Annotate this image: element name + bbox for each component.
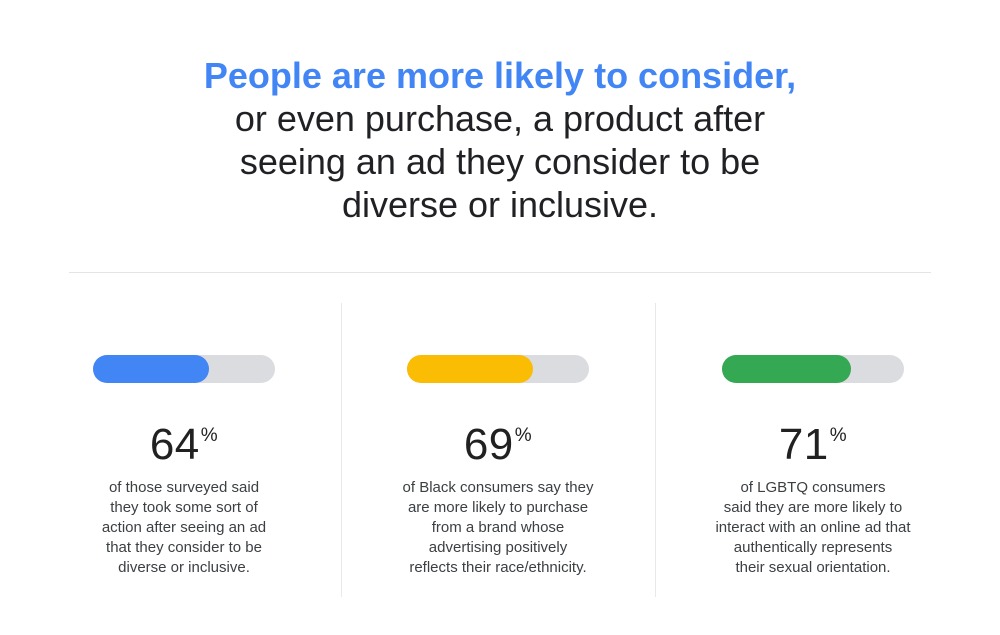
page-title-highlight: People are more likely to consider, — [203, 55, 797, 96]
progress-bar-fill-yellow — [407, 355, 533, 383]
percent-sign: % — [514, 425, 533, 446]
stat-description-black-consumers: of Black consumers say they are more lik… — [402, 479, 594, 576]
stat-description-surveyed: of those surveyed said they took some so… — [101, 479, 267, 576]
horizontal-divider — [69, 272, 931, 273]
stat-column-lgbtq-consumers: 71% of LGBTQ consumers said they are mor… — [703, 303, 923, 578]
page-title: People are more likely to consider, or e… — [0, 54, 1000, 226]
percent-sign: % — [829, 425, 848, 446]
progress-bar-fill-blue — [93, 355, 210, 383]
stat-number: 69 — [463, 420, 514, 469]
stat-column-black-consumers: 69% of Black consumers say they are more… — [388, 303, 608, 578]
page-title-rest: or even purchase, a product after seeing… — [234, 98, 766, 225]
stat-number: 64 — [149, 420, 200, 469]
stat-value-64: 64% — [74, 423, 294, 467]
stat-column-surveyed: 64% of those surveyed said they took som… — [74, 303, 294, 578]
percent-sign: % — [200, 425, 219, 446]
stat-description-lgbtq-consumers: of LGBTQ consumers said they are more li… — [715, 479, 911, 576]
progress-bar-track-blue — [93, 355, 275, 383]
progress-bar-track-yellow — [407, 355, 589, 383]
column-divider-1 — [341, 303, 342, 597]
progress-bar-fill-green — [722, 355, 852, 383]
progress-bar-track-green — [722, 355, 904, 383]
stat-value-69: 69% — [388, 423, 608, 467]
column-divider-2 — [655, 303, 656, 597]
stat-value-71: 71% — [703, 423, 923, 467]
stat-number: 71 — [778, 420, 829, 469]
